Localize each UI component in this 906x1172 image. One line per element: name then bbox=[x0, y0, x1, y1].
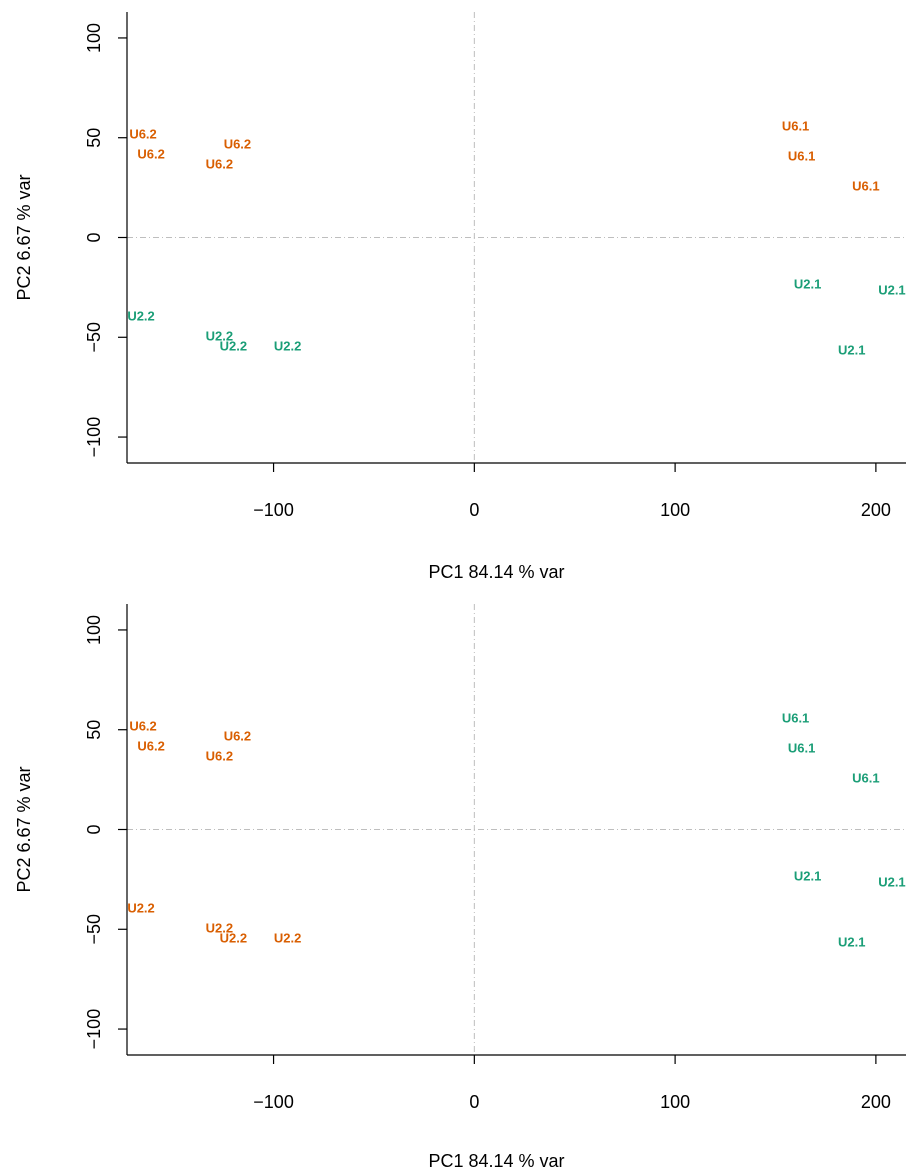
point-label: U2.1 bbox=[838, 342, 865, 357]
point-label: U6.2 bbox=[224, 137, 251, 152]
top-panel: −100 0 100 200 −100 −50 0 50 100 PC1 84.14 % var P… bbox=[14, 12, 906, 582]
point-label: U6.1 bbox=[788, 741, 815, 756]
point-label: U2.1 bbox=[838, 934, 865, 949]
x-tick-label: 100 bbox=[660, 1092, 690, 1112]
point-label: U6.2 bbox=[129, 127, 156, 142]
y-tick-label: 50 bbox=[84, 720, 104, 740]
point-label: U2.2 bbox=[127, 900, 154, 915]
x-tick-label: −100 bbox=[253, 1092, 294, 1112]
point-label: U6.2 bbox=[224, 729, 251, 744]
point-label: U2.1 bbox=[794, 276, 821, 291]
point-label: U6.2 bbox=[137, 147, 164, 162]
x-tick-label: 100 bbox=[660, 500, 690, 520]
point-label: U2.2 bbox=[206, 328, 233, 343]
y-tick-label: 0 bbox=[84, 824, 104, 834]
x-axis-label: PC1 84.14 % var bbox=[428, 1151, 564, 1171]
point-label: U2.1 bbox=[878, 874, 905, 889]
point-label: U2.2 bbox=[274, 338, 301, 353]
point-label: U2.2 bbox=[274, 930, 301, 945]
y-tick-label: 0 bbox=[84, 232, 104, 242]
point-label: U2.1 bbox=[878, 282, 905, 297]
point-label: U2.2 bbox=[220, 930, 247, 945]
point-label: U6.1 bbox=[852, 179, 879, 194]
x-tick-label: 0 bbox=[469, 500, 479, 520]
point-label: U6.1 bbox=[788, 149, 815, 164]
x-tick-label: 200 bbox=[861, 1092, 891, 1112]
point-label: U2.2 bbox=[127, 308, 154, 323]
point-label: U6.1 bbox=[852, 771, 879, 786]
y-axis-label: PC2 6.67 % var bbox=[14, 766, 34, 892]
point-label: U2.2 bbox=[220, 338, 247, 353]
y-tick-label: −100 bbox=[84, 1009, 104, 1050]
x-axis-label: PC1 84.14 % var bbox=[428, 562, 564, 582]
x-tick-label: −100 bbox=[253, 500, 294, 520]
y-axis-label: PC2 6.67 % var bbox=[14, 174, 34, 300]
y-tick-label: 50 bbox=[84, 128, 104, 148]
y-tick-label: 100 bbox=[84, 615, 104, 645]
y-tick-label: −50 bbox=[84, 914, 104, 945]
x-tick-label: 0 bbox=[469, 1092, 479, 1112]
point-label: U2.1 bbox=[794, 868, 821, 883]
point-label: U6.1 bbox=[782, 711, 809, 726]
y-tick-label: −100 bbox=[84, 417, 104, 458]
point-label: U6.1 bbox=[782, 119, 809, 134]
point-label: U2.2 bbox=[206, 920, 233, 935]
y-tick-label: 100 bbox=[84, 23, 104, 53]
point-label: U6.2 bbox=[206, 157, 233, 172]
point-label: U6.2 bbox=[129, 719, 156, 734]
y-tick-label: −50 bbox=[84, 322, 104, 353]
point-label: U6.2 bbox=[137, 739, 164, 754]
bottom-panel: −100 0 100 200 −100 −50 0 50 100 PC1 84.14 % var P… bbox=[14, 604, 906, 1171]
x-tick-label: 200 bbox=[861, 500, 891, 520]
point-label: U6.2 bbox=[206, 749, 233, 764]
